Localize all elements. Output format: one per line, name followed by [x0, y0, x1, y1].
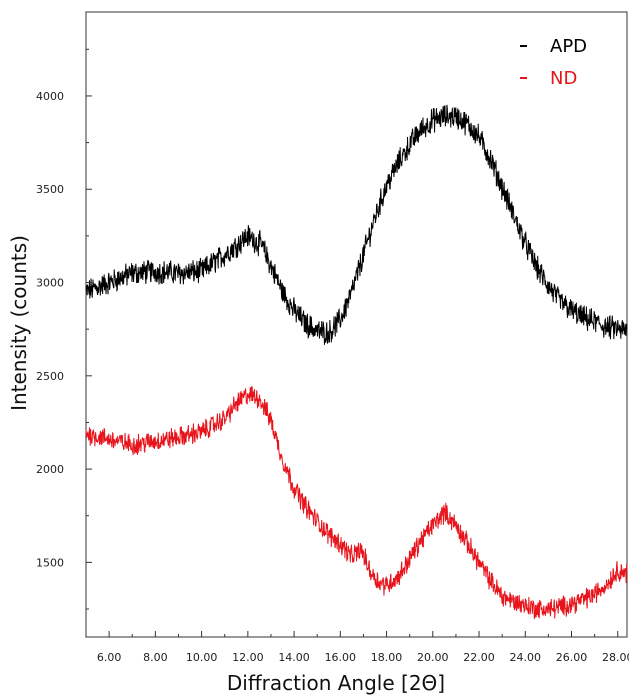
x-tick-label: 20.00 — [417, 651, 449, 664]
x-tick-label: 26.00 — [556, 651, 588, 664]
series-line-apd — [85, 104, 628, 345]
x-tick-label: 10.00 — [186, 651, 218, 664]
y-tick-label: 3000 — [36, 277, 64, 290]
y-tick-label: 4000 — [36, 90, 64, 103]
x-tick-label: 12.00 — [232, 651, 264, 664]
x-tick-label: 22.00 — [463, 651, 495, 664]
plot-frame — [85, 11, 628, 638]
y-tick-label: 1500 — [36, 556, 64, 569]
legend-label: APD — [550, 36, 587, 57]
x-tick-label: 28.00 — [602, 651, 629, 664]
x-axis: 6.00 8.00 10.00 12.00 14.00 16.00 18.00 20.00 22… — [85, 631, 629, 664]
y-tick-label: 2000 — [36, 463, 64, 476]
x-tick-label: 8.00 — [143, 651, 168, 664]
series-line-nd — [85, 386, 628, 619]
y-axis: 1500 2000 2500 3000 3500 4000 — [36, 48, 92, 610]
x-axis-title: Diffraction Angle [2Θ] — [227, 671, 445, 695]
y-tick-label: 3500 — [36, 183, 64, 196]
x-tick-label: 6.00 — [97, 651, 122, 664]
y-tick-label: 2500 — [36, 370, 64, 383]
x-tick-label: 16.00 — [325, 651, 357, 664]
legend: APD ND — [520, 36, 587, 89]
x-tick-label: 18.00 — [371, 651, 403, 664]
x-tick-label: 24.00 — [510, 651, 542, 664]
y-axis-title: Intensity (counts) — [7, 235, 31, 411]
x-tick-label: 14.00 — [278, 651, 310, 664]
plot-area — [85, 11, 628, 638]
series-group — [85, 104, 628, 619]
legend-label: ND — [550, 68, 577, 89]
